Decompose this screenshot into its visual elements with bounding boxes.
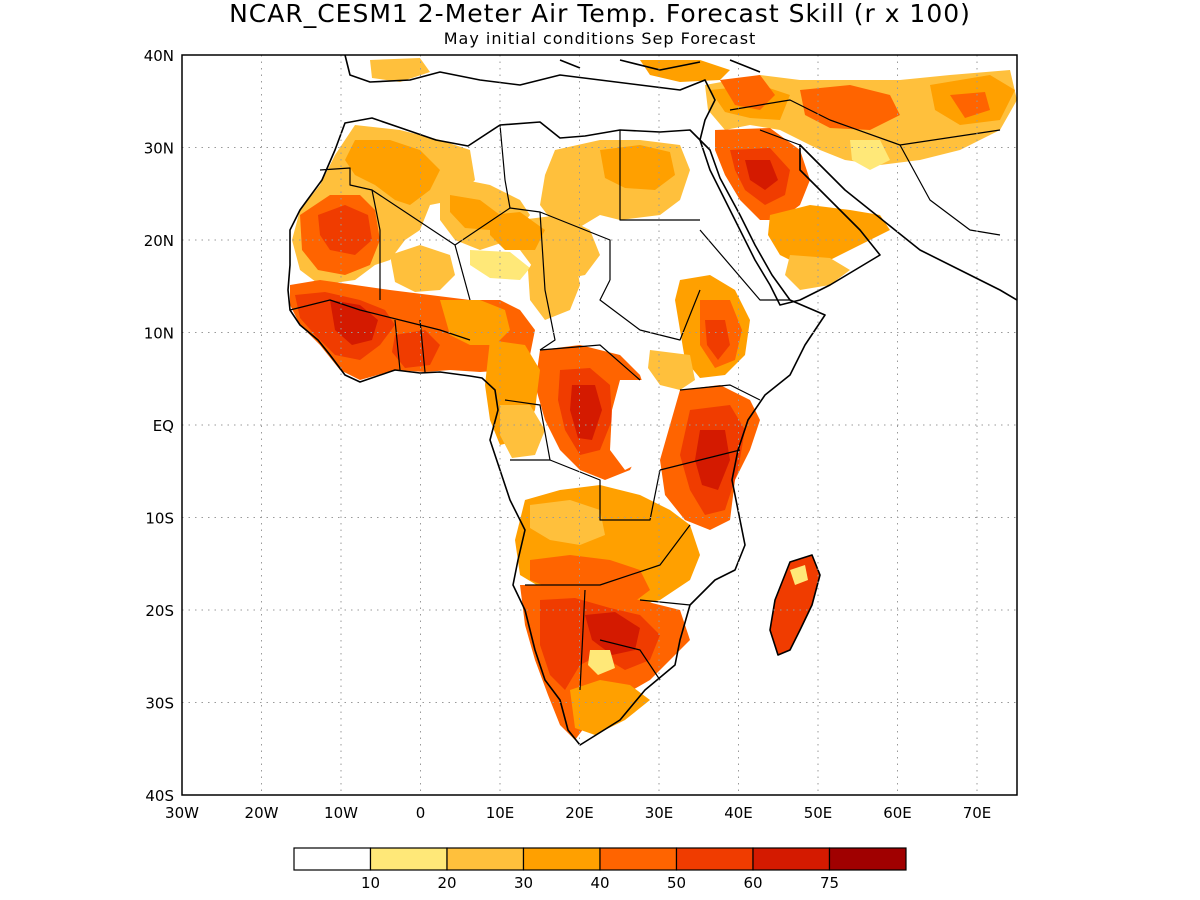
- skill-shading: [290, 58, 1017, 740]
- colorbar-label: 75: [820, 874, 839, 892]
- longitude-axis: 30W 20W 10W 0 10E 20E 30E 40E 50E 60E 70…: [165, 804, 991, 822]
- colorbar: 10 20 30 40 50 60 75: [293, 847, 907, 892]
- colorbar-label: 40: [590, 874, 609, 892]
- colorbar-swatch: [522, 847, 601, 871]
- lat-label: 20S: [145, 602, 174, 620]
- colorbar-label: 20: [437, 874, 456, 892]
- map-frame: [181, 54, 1018, 796]
- lat-label: 20N: [144, 232, 174, 250]
- colorbar-swatch: [828, 847, 907, 871]
- lon-label: 30W: [165, 804, 199, 822]
- lat-label: 40S: [145, 787, 174, 805]
- lon-label: 0: [416, 804, 426, 822]
- latitude-axis: 40N 30N 20N 10N EQ 10S 20S 30S 40S: [144, 47, 174, 805]
- colorbar-swatch: [293, 847, 372, 871]
- coastlines: [287, 54, 1018, 746]
- country-borders: [289, 99, 1001, 691]
- lon-label: 30E: [645, 804, 674, 822]
- lat-label: EQ: [153, 417, 174, 435]
- lon-label: 70E: [963, 804, 992, 822]
- map-title: NCAR_CESM1 2-Meter Air Temp. Forecast Sk…: [229, 0, 971, 28]
- colorbar-label: 50: [667, 874, 686, 892]
- map-subtitle: May initial conditions Sep Forecast: [444, 29, 757, 48]
- lat-label: 40N: [144, 47, 174, 65]
- lat-label: 10S: [145, 510, 174, 528]
- lat-label: 30N: [144, 140, 174, 158]
- lon-label: 20W: [245, 804, 279, 822]
- colorbar-label: 30: [514, 874, 533, 892]
- graticule: [182, 55, 1017, 795]
- lon-label: 50E: [804, 804, 833, 822]
- lon-label: 20E: [565, 804, 594, 822]
- colorbar-swatch: [369, 847, 448, 871]
- lon-label: 10E: [486, 804, 515, 822]
- lat-label: 30S: [145, 695, 174, 713]
- lon-label: 40E: [724, 804, 753, 822]
- map-panel: [181, 54, 1018, 796]
- colorbar-swatch: [599, 847, 678, 871]
- colorbar-swatch: [446, 847, 525, 871]
- colorbar-swatch: [675, 847, 754, 871]
- colorbar-label: 60: [743, 874, 762, 892]
- lon-label: 60E: [883, 804, 912, 822]
- colorbar-label: 10: [361, 874, 380, 892]
- lat-label: 10N: [144, 325, 174, 343]
- lon-label: 10W: [324, 804, 358, 822]
- colorbar-swatch: [752, 847, 831, 871]
